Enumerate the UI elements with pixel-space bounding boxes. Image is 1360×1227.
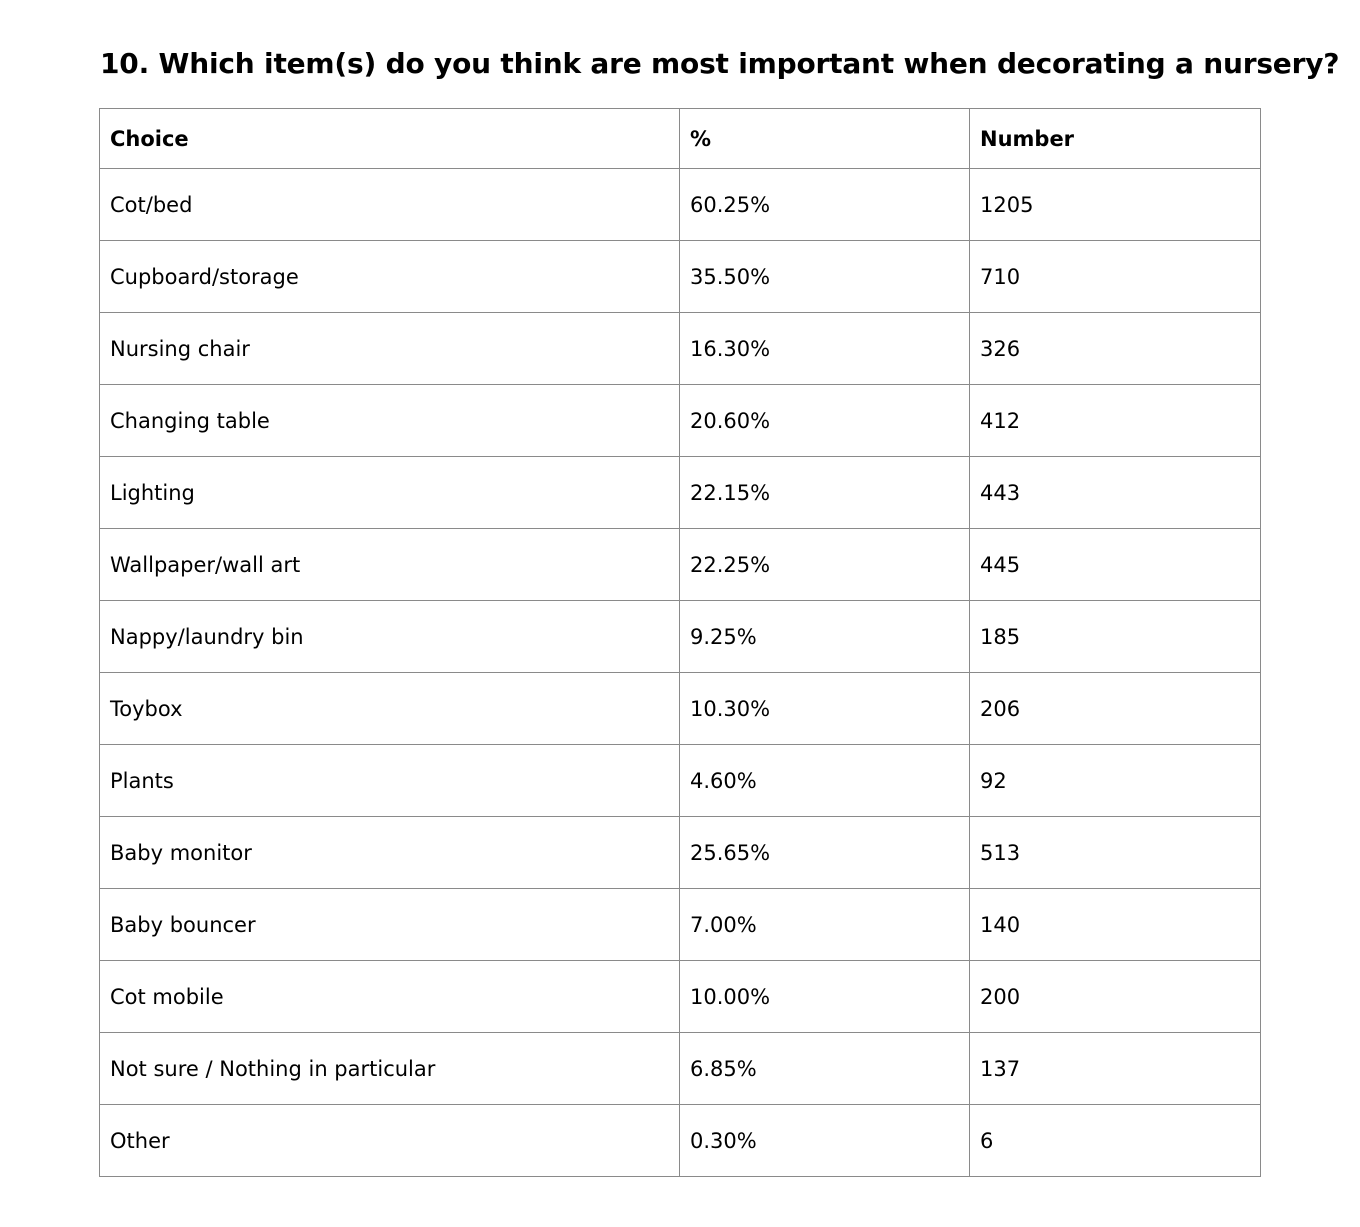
table-row: Nursing chair 16.30% 326 — [99, 312, 1261, 385]
cell-choice: Nappy/laundry bin — [99, 600, 680, 673]
cell-choice: Cot/bed — [99, 168, 680, 241]
cell-percent: 9.25% — [679, 600, 970, 673]
cell-number: 326 — [969, 312, 1261, 385]
cell-percent: 22.15% — [679, 456, 970, 529]
table-header-row: Choice % Number — [99, 108, 1261, 169]
table-row: Other 0.30% 6 — [99, 1104, 1261, 1177]
cell-choice: Baby monitor — [99, 816, 680, 889]
cell-percent: 20.60% — [679, 384, 970, 457]
cell-number: 443 — [969, 456, 1261, 529]
table-row: Not sure / Nothing in particular 6.85% 1… — [99, 1032, 1261, 1105]
cell-choice: Baby bouncer — [99, 888, 680, 961]
table-row: Wallpaper/wall art 22.25% 445 — [99, 528, 1261, 601]
table-row: Toybox 10.30% 206 — [99, 672, 1261, 745]
cell-number: 185 — [969, 600, 1261, 673]
cell-percent: 16.30% — [679, 312, 970, 385]
cell-choice: Toybox — [99, 672, 680, 745]
table-row: Cot mobile 10.00% 200 — [99, 960, 1261, 1033]
cell-choice: Lighting — [99, 456, 680, 529]
cell-choice: Nursing chair — [99, 312, 680, 385]
cell-number: 710 — [969, 240, 1261, 313]
cell-percent: 10.30% — [679, 672, 970, 745]
cell-number: 513 — [969, 816, 1261, 889]
cell-percent: 35.50% — [679, 240, 970, 313]
table-row: Cot/bed 60.25% 1205 — [99, 168, 1261, 241]
column-header-percent: % — [679, 108, 970, 169]
page-title: 10. Which item(s) do you think are most … — [100, 47, 1340, 80]
cell-number: 92 — [969, 744, 1261, 817]
cell-percent: 4.60% — [679, 744, 970, 817]
cell-percent: 60.25% — [679, 168, 970, 241]
cell-number: 137 — [969, 1032, 1261, 1105]
cell-number: 6 — [969, 1104, 1261, 1177]
cell-choice: Other — [99, 1104, 680, 1177]
table-row: Lighting 22.15% 443 — [99, 456, 1261, 529]
cell-choice: Not sure / Nothing in particular — [99, 1032, 680, 1105]
table-row: Baby bouncer 7.00% 140 — [99, 888, 1261, 961]
table-row: Plants 4.60% 92 — [99, 744, 1261, 817]
cell-percent: 10.00% — [679, 960, 970, 1033]
cell-choice: Cupboard/storage — [99, 240, 680, 313]
cell-number: 445 — [969, 528, 1261, 601]
cell-percent: 22.25% — [679, 528, 970, 601]
cell-percent: 0.30% — [679, 1104, 970, 1177]
cell-number: 200 — [969, 960, 1261, 1033]
cell-choice: Plants — [99, 744, 680, 817]
column-header-number: Number — [969, 108, 1261, 169]
cell-number: 140 — [969, 888, 1261, 961]
table-row: Cupboard/storage 35.50% 710 — [99, 240, 1261, 313]
cell-number: 1205 — [969, 168, 1261, 241]
cell-percent: 6.85% — [679, 1032, 970, 1105]
cell-choice: Wallpaper/wall art — [99, 528, 680, 601]
cell-percent: 25.65% — [679, 816, 970, 889]
table-row: Nappy/laundry bin 9.25% 185 — [99, 600, 1261, 673]
cell-number: 206 — [969, 672, 1261, 745]
survey-results-table: Choice % Number Cot/bed 60.25% 1205 Cupb… — [99, 108, 1261, 1177]
cell-choice: Cot mobile — [99, 960, 680, 1033]
table-row: Changing table 20.60% 412 — [99, 384, 1261, 457]
column-header-choice: Choice — [99, 108, 680, 169]
cell-percent: 7.00% — [679, 888, 970, 961]
cell-number: 412 — [969, 384, 1261, 457]
cell-choice: Changing table — [99, 384, 680, 457]
table-row: Baby monitor 25.65% 513 — [99, 816, 1261, 889]
